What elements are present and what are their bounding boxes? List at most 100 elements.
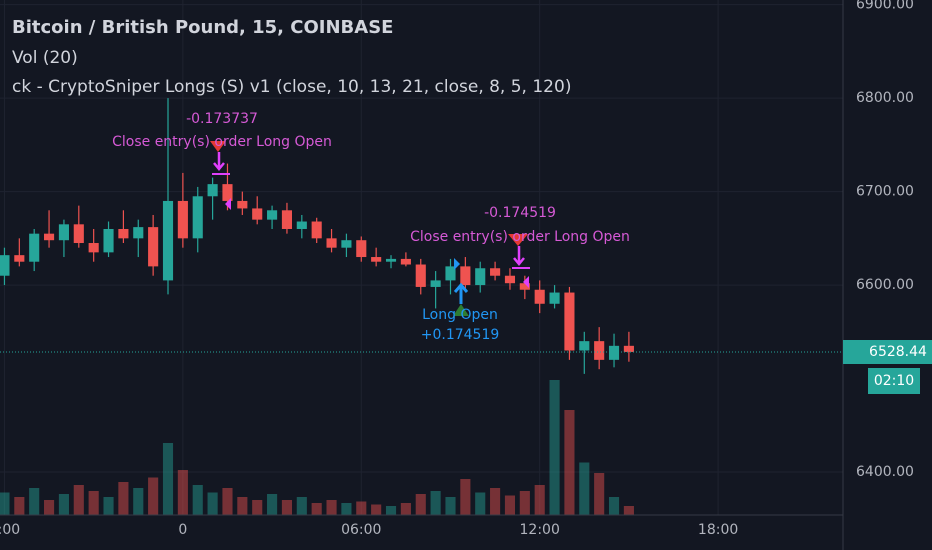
volume-bar [341,503,352,515]
volume-bar [267,494,278,515]
volume-bar [371,504,382,515]
candle-body [341,240,352,248]
candle-body [356,240,367,258]
exit-pointer [523,276,529,288]
annotation: +0.174519 [421,327,500,343]
volume-bar [460,479,471,515]
candle-body [385,258,397,262]
x-tick-label: 18:00 [698,522,738,538]
candle-body [162,200,174,281]
countdown-box [868,368,920,394]
candle-body [44,233,55,241]
candle-body [103,228,114,253]
volume-bar [385,506,397,515]
volume-bar [475,492,486,515]
indicator-label: ck - CryptoSniper Longs (S) v1 (close, 1… [12,77,571,97]
price-axis [843,0,932,550]
exit-pointer [225,198,231,210]
volume-bar [0,492,10,515]
candle-body [326,238,337,248]
volume-bar [73,485,84,515]
short-marker [508,234,528,246]
volume-bar [237,497,248,515]
candle-body [177,200,188,239]
y-tick-label: 6900.00 [856,0,914,13]
volume-bar [564,410,575,515]
volume-bar [519,491,530,515]
exit-arrow [513,246,525,266]
annotation: Close entry(s) order Long Open [410,229,630,245]
axes: 6400.00 6600.00 6700.00 6800.00 6900.00 3:00 0… [0,0,914,538]
candle-body [594,341,605,360]
y-tick-label: 6400.00 [856,464,914,480]
candle-body [549,292,560,304]
volume-bar [103,497,114,515]
last-price-label: 6528.44 [869,344,927,360]
x-tick-label: 0 [178,522,187,538]
long-marker [453,304,469,316]
candle-body [281,210,293,229]
candle-body [237,200,248,209]
volume-bar [148,477,159,515]
candle-body [460,266,471,286]
volume-bar [29,488,40,515]
candle-body [148,227,159,267]
short-marker [210,141,226,152]
x-tick-label: 3:00 [0,522,20,538]
volume-bar [44,500,55,515]
volume-bar [296,497,307,515]
signal-markers [210,141,530,316]
volume-pane [0,380,634,515]
candle-body [579,341,590,351]
legend: Bitcoin / British Pound, 15, COINBASE Vo… [12,17,571,97]
candle-body [504,275,516,284]
volume-bar [177,470,188,515]
candle-body [58,224,69,241]
y-tick-label: 6800.00 [856,90,914,106]
candle-body [14,255,25,262]
candle-body [73,224,84,244]
annotation: Long Open [422,307,498,323]
candle-body [564,292,575,351]
volume-bar [222,488,233,515]
volume-bar [326,500,337,515]
volume-bar [594,473,605,515]
chart-title: Bitcoin / British Pound, 15, COINBASE [12,17,393,38]
candle-body [207,184,218,197]
annotations: -0.173737 Close entry(s) order Long Open… [112,111,630,343]
entry-arrow [453,282,469,304]
candle-body [192,196,203,239]
y-tick-label: 6600.00 [856,277,914,293]
candle-body [445,266,456,281]
annotation: -0.173737 [186,111,258,127]
candle-body [296,221,307,229]
volume-bar [534,485,545,515]
candle-body [118,228,129,239]
volume-bar [504,495,516,515]
annotation: Close entry(s) order Long Open [112,134,332,150]
annotation: -0.174519 [484,205,556,221]
y-tick-label: 6700.00 [856,184,914,200]
candle-body [222,184,233,201]
candles [0,98,634,374]
candle-body [623,345,634,352]
volume-bar [162,443,174,515]
volume-bar [490,488,501,515]
volume-bar [192,485,203,515]
candle-body [88,243,99,253]
volume-bar [415,494,426,515]
volume-bar [430,491,441,515]
candle-body [267,210,278,220]
volume-bar [252,500,263,515]
volume-bar [608,497,620,515]
candle-body [519,283,530,290]
volume-bar [14,497,25,515]
volume-bar [133,488,144,515]
volume-bar [88,491,99,515]
candle-body [490,268,501,276]
time-axis [0,515,843,550]
exit-arrow [213,152,225,171]
volume-bar [623,506,634,515]
entry-pointer [454,258,460,270]
